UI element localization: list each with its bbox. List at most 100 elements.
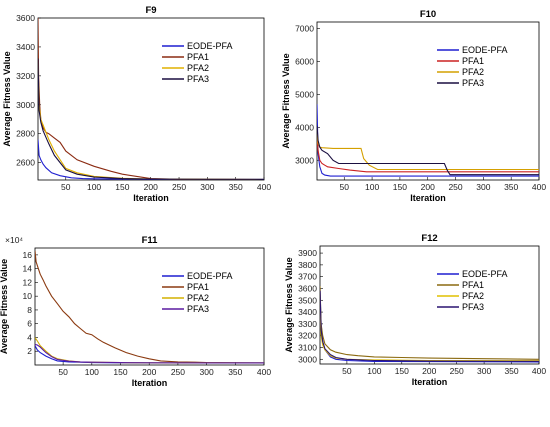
y-tick-label: 3600	[16, 13, 35, 23]
y-tick-label: 2	[27, 346, 32, 356]
y-tick-label: 10	[23, 291, 33, 301]
x-tick-label: 100	[85, 367, 99, 377]
plot-area	[37, 17, 265, 181]
y-tick-label: 16	[23, 250, 33, 260]
legend-label: PFA1	[187, 282, 209, 292]
x-tick-label: 50	[342, 366, 352, 376]
legend-label: EODE-PFA	[462, 269, 508, 279]
x-tick-label: 150	[393, 182, 407, 192]
y-tick-label: 5000	[295, 89, 314, 99]
legend-label: PFA3	[187, 74, 209, 84]
y-tick-label: 2800	[16, 129, 35, 139]
legend-label: PFA2	[462, 67, 484, 77]
series-line-4	[317, 125, 539, 176]
series-line-4	[35, 343, 264, 364]
series-line-2	[35, 250, 264, 364]
chart-title: F12	[421, 233, 437, 244]
y-axis-label: Average Fitness Value	[281, 53, 291, 148]
series-line-4	[320, 290, 539, 362]
legend-label: PFA1	[187, 52, 209, 62]
legend-label: EODE-PFA	[187, 41, 233, 51]
legend-label: PFA1	[462, 280, 484, 290]
x-axis-label: Iteration	[410, 193, 446, 203]
x-tick-label: 400	[257, 367, 271, 377]
x-tick-label: 350	[228, 367, 242, 377]
x-tick-label: 400	[532, 366, 546, 376]
x-tick-label: 300	[200, 367, 214, 377]
y-tick-label: 8	[27, 305, 32, 315]
x-tick-label: 350	[504, 182, 518, 192]
y-tick-label: 7000	[295, 24, 314, 34]
x-tick-label: 300	[476, 182, 490, 192]
y-axis-label: Average Fitness Value	[0, 259, 9, 354]
legend-label: PFA2	[187, 63, 209, 73]
series-line-1	[317, 104, 539, 177]
legend-label: EODE-PFA	[187, 271, 233, 281]
y-tick-label: 3700	[298, 272, 317, 282]
x-tick-label: 200	[144, 182, 158, 192]
y-tick-label: 3200	[16, 71, 35, 81]
y-tick-label: 3400	[298, 307, 317, 317]
x-tick-label: 250	[448, 182, 462, 192]
x-tick-label: 150	[115, 182, 129, 192]
x-tick-label: 50	[58, 367, 68, 377]
chart-title: F11	[142, 235, 159, 246]
x-axis-label: Iteration	[133, 193, 169, 203]
series-line-2	[317, 137, 539, 173]
x-tick-label: 100	[87, 182, 101, 192]
x-tick-label: 250	[171, 367, 185, 377]
x-tick-label: 150	[113, 367, 127, 377]
legend-label: EODE-PFA	[462, 45, 508, 55]
y-tick-label: 3800	[298, 260, 317, 270]
x-tick-label: 350	[229, 182, 243, 192]
legend-label: PFA3	[187, 304, 209, 314]
plot-area	[316, 21, 540, 181]
legend-label: PFA3	[462, 78, 484, 88]
y-tick-label: 4	[27, 332, 32, 342]
x-tick-label: 200	[422, 366, 436, 376]
y-tick-label: 3000	[16, 100, 35, 110]
x-tick-label: 250	[450, 366, 464, 376]
y-tick-label: 3000	[295, 155, 314, 165]
series-line-2	[320, 286, 539, 360]
y-tick-label: 6	[27, 319, 32, 329]
y-tick-label: 3600	[298, 283, 317, 293]
legend-label: PFA1	[462, 56, 484, 66]
chart-title: F10	[420, 9, 436, 20]
series-line-4	[38, 58, 264, 180]
y-multiplier-label: ×10⁴	[5, 235, 23, 245]
x-tick-label: 400	[257, 182, 271, 192]
y-tick-label: 3500	[298, 295, 317, 305]
chart-panel-2: 50 100 150 200 250 300 350 400 3000 4000 5000 6000 7…	[281, 9, 546, 203]
x-tick-label: 50	[61, 182, 71, 192]
y-tick-label: 12	[23, 277, 33, 287]
x-tick-label: 200	[421, 182, 435, 192]
x-tick-label: 150	[395, 366, 409, 376]
chart-panel-1: 50 100 150 200 250 300 350 400 2600 2800 3000 3200 3…	[2, 5, 271, 203]
series-line-3	[320, 312, 539, 362]
y-axis-label: Average Fitness Value	[284, 257, 294, 352]
y-tick-label: 4000	[295, 122, 314, 132]
legend-label: PFA2	[187, 293, 209, 303]
y-tick-label: 6000	[295, 57, 314, 67]
y-tick-label: 3000	[298, 354, 317, 364]
x-axis-label: Iteration	[412, 377, 448, 387]
chart-title: F9	[145, 5, 156, 16]
y-axis-label: Average Fitness Value	[2, 51, 12, 146]
chart-panel-3: 50 100 150 200 250 300 350 400 2 4 6 8 10 12 14 16 F11 It…	[0, 235, 271, 388]
plot-area	[319, 245, 540, 365]
y-tick-label: 3900	[298, 248, 317, 258]
y-tick-label: 2600	[16, 158, 35, 168]
y-tick-label: 3100	[298, 342, 317, 352]
x-tick-label: 250	[172, 182, 186, 192]
y-tick-label: 14	[23, 264, 33, 274]
legend-label: PFA3	[462, 302, 484, 312]
x-tick-label: 200	[142, 367, 156, 377]
plot-area	[34, 247, 265, 366]
x-tick-label: 300	[477, 366, 491, 376]
x-tick-label: 350	[504, 366, 518, 376]
x-tick-label: 50	[340, 182, 350, 192]
y-tick-label: 3300	[298, 319, 317, 329]
